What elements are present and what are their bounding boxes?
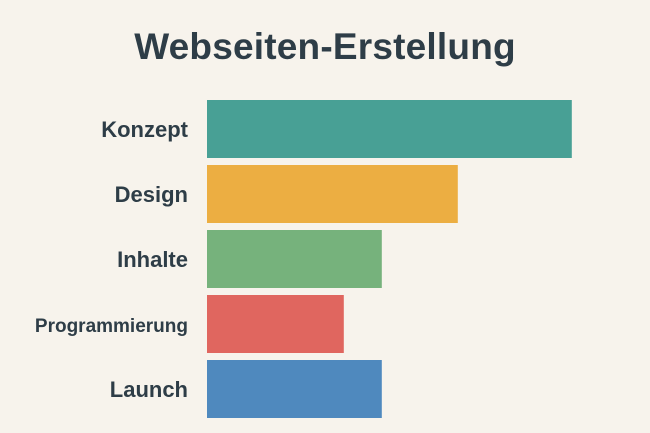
bars-group — [207, 100, 572, 418]
chart-title: Webseiten-Erstellung — [134, 26, 516, 67]
category-label-launch: Launch — [110, 377, 188, 402]
bar-inhalte — [207, 230, 382, 288]
category-label-programmierung: Programmierung — [35, 316, 188, 337]
category-label-design: Design — [115, 182, 188, 207]
category-labels-group: Konzept Design Inhalte Programmierung Launch — [35, 117, 189, 402]
bar-design — [207, 165, 458, 223]
bar-launch — [207, 360, 382, 418]
category-label-inhalte: Inhalte — [117, 247, 188, 272]
category-label-konzept: Konzept — [101, 117, 188, 142]
bar-programmierung — [207, 295, 344, 353]
bar-konzept — [207, 100, 572, 158]
